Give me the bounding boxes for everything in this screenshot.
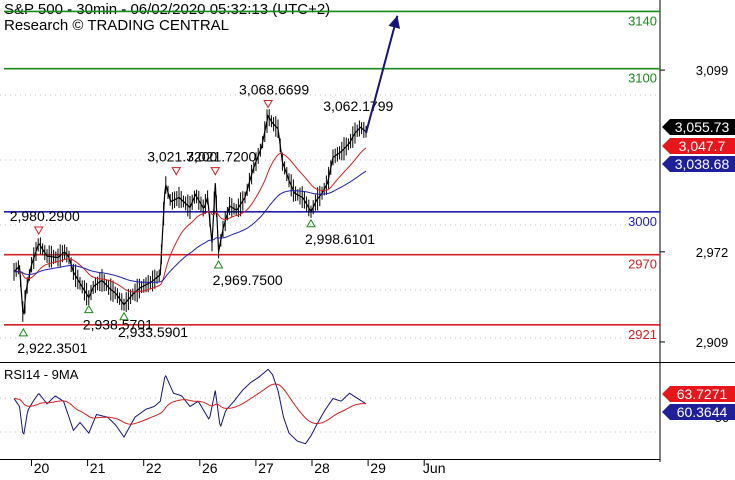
rsi-line <box>13 368 367 445</box>
level-label-3000: 3000 <box>628 214 657 229</box>
price-annotation: 2,933.5901 <box>118 324 188 340</box>
swing-high-marker <box>33 226 44 235</box>
swing-high-marker <box>263 100 273 109</box>
swing-high-marker <box>210 167 221 176</box>
price-annotation: 2,980.2900 <box>10 208 80 224</box>
price-annotation: 3,062.1799 <box>323 98 393 114</box>
moving-average-slow <box>13 170 367 283</box>
x-tick-label: 22 <box>146 460 162 476</box>
rsi-signal-line <box>13 383 367 425</box>
price-series <box>13 114 367 316</box>
x-tick-label: 21 <box>90 460 106 476</box>
swing-low-marker <box>83 304 94 314</box>
rsi-marker <box>662 386 735 402</box>
level-label-3100: 3100 <box>628 71 657 86</box>
rsi-marker-label: 63.7271 <box>677 386 728 402</box>
y-tick-label: 3,099 <box>696 63 729 78</box>
x-tick-label: 26 <box>202 460 218 476</box>
y-tick-label: 2,972 <box>696 245 729 260</box>
level-label-2970: 2970 <box>628 257 657 272</box>
price-marker-label: 3,055.73 <box>675 119 730 135</box>
x-tick-label: 29 <box>370 460 386 476</box>
swing-low-marker <box>213 260 224 269</box>
forecast-arrowhead <box>388 15 401 29</box>
level-label-3140: 3140 <box>628 13 657 28</box>
price-marker <box>662 138 735 154</box>
price-annotation: 2,969.7500 <box>213 272 283 288</box>
price-annotation: 3,068.6699 <box>239 82 309 98</box>
rsi-panel-label: RSI14 - 9MA <box>4 367 79 382</box>
forecast-arrow <box>365 15 399 134</box>
swing-low-marker <box>306 218 316 228</box>
rsi-marker-label: 60.3644 <box>677 404 728 420</box>
swing-high-marker <box>171 167 182 176</box>
moving-average-fast <box>13 147 367 293</box>
price-annotation: 3,021.7200 <box>186 149 256 165</box>
chart-title: S&P 500 - 30min - 06/02/2020 05:32:13 (U… <box>4 1 331 18</box>
price-marker <box>662 119 735 135</box>
price-annotation: 2,938.5701 <box>83 317 153 333</box>
price-marker <box>662 156 735 172</box>
swing-low-marker <box>18 327 29 337</box>
x-tick-label: 20 <box>34 460 50 476</box>
price-annotation: 2,922.3501 <box>17 340 87 356</box>
x-tick-label: 28 <box>314 460 330 476</box>
y-tick-label: 2,909 <box>696 335 729 350</box>
x-tick-label: 27 <box>258 460 274 476</box>
price-marker-label: 3,047.7 <box>679 138 726 154</box>
level-label-2921: 2921 <box>628 327 657 342</box>
price-annotation: 2,998.6101 <box>305 231 375 247</box>
x-tick-label: Jun <box>423 460 446 476</box>
source-label: Research © TRADING CENTRAL <box>4 17 229 34</box>
price-marker-label: 3,038.68 <box>675 156 730 172</box>
swing-low-marker <box>119 311 129 321</box>
rsi-marker <box>662 404 735 420</box>
price-annotation: 3,021.7200 <box>147 149 217 165</box>
